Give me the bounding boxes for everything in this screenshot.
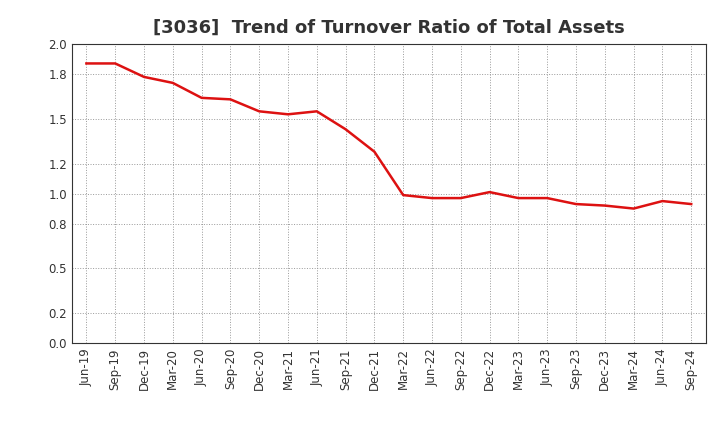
Title: [3036]  Trend of Turnover Ratio of Total Assets: [3036] Trend of Turnover Ratio of Total … <box>153 19 625 37</box>
